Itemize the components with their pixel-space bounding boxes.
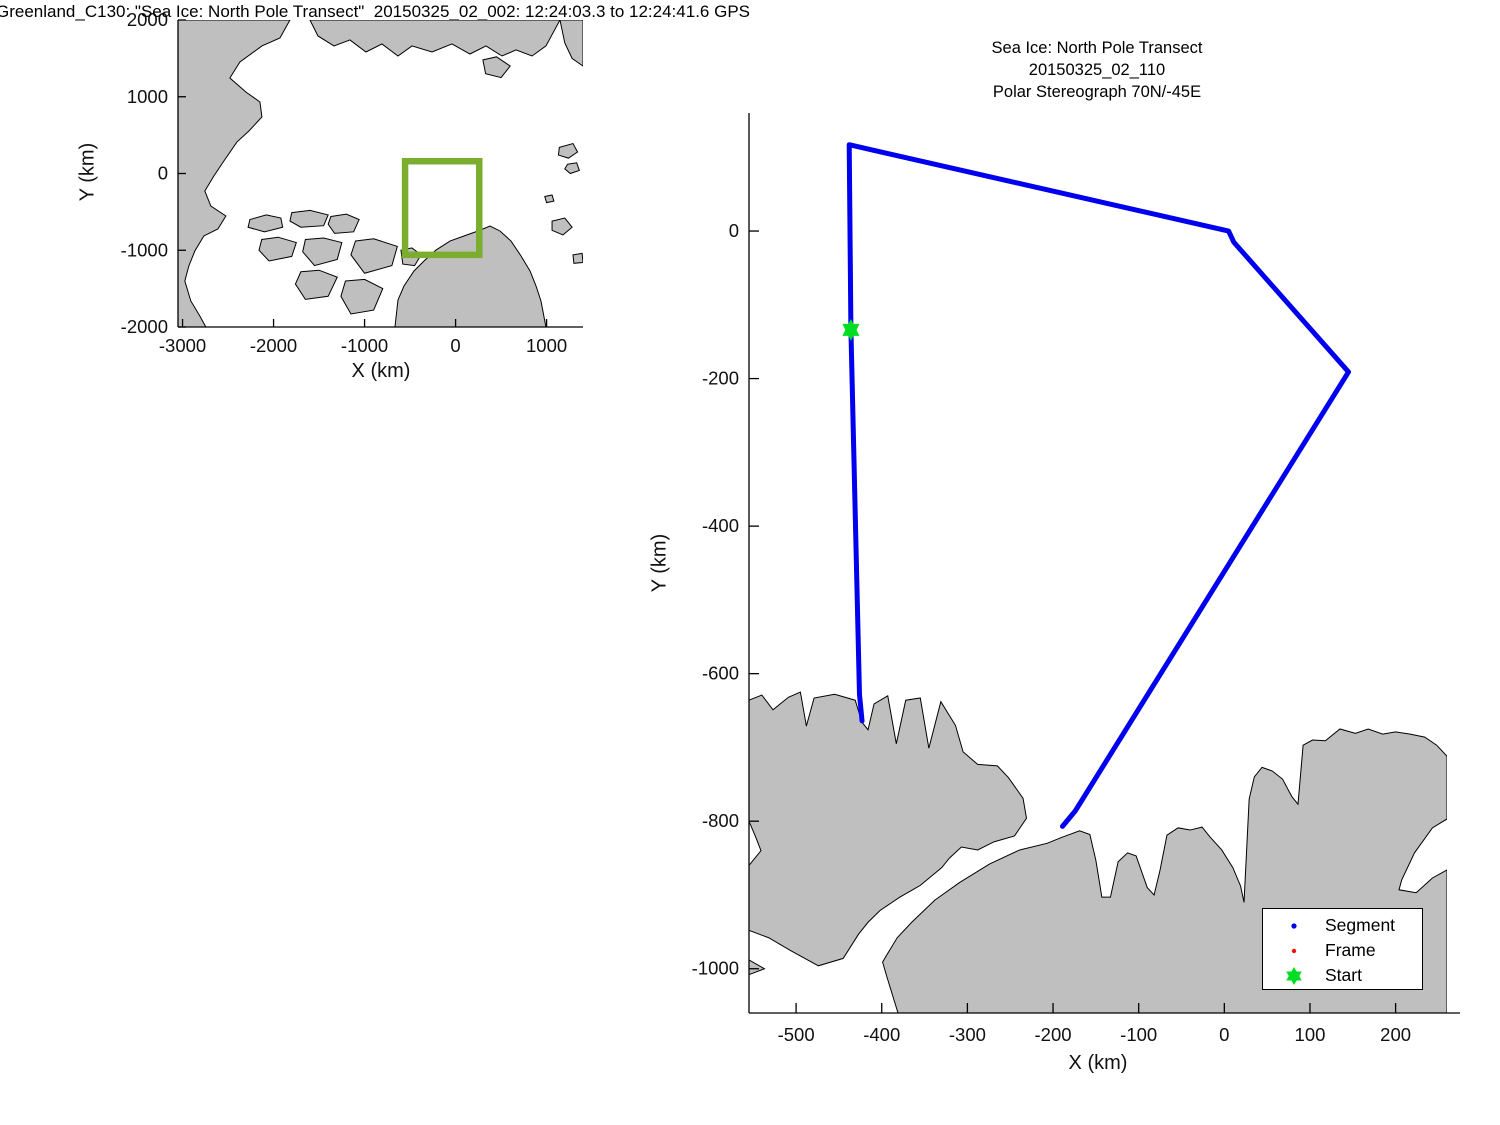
detail-xlabel: X (km) (1068, 1052, 1128, 1074)
figure-title: Greenland_C130: "Sea Ice: North Pole Tra… (0, 2, 750, 21)
y-tick-label: -800 (702, 810, 739, 831)
x-tick-label: -3000 (159, 335, 206, 356)
x-tick-label: -200 (1035, 1024, 1072, 1045)
overview-map-area (178, 20, 583, 327)
coastline-landmass (294, 269, 338, 300)
detail-title-line2: 20150325_02_110 (1028, 61, 1166, 79)
coastline-landmass (302, 237, 343, 267)
coastline-landmass (258, 236, 297, 262)
overview-xlabel: X (km) (351, 360, 411, 382)
coastline-landmass (247, 214, 284, 233)
coastline-landmass (564, 162, 581, 175)
coastline-landmass (340, 278, 384, 315)
legend-box: Segment Frame Start (1262, 908, 1423, 990)
y-tick-label: -2000 (121, 316, 168, 337)
y-tick-label: 1000 (127, 86, 168, 107)
legend-row-frame: Frame (1263, 938, 1422, 963)
coastline-landmass (544, 194, 555, 204)
legend-row-start: Start (1263, 963, 1422, 988)
coastline-landmass (178, 20, 291, 327)
coastline-landmass (327, 213, 360, 234)
coastline-landmass (394, 225, 547, 327)
x-tick-label: -300 (949, 1024, 986, 1045)
y-tick-label: 0 (158, 163, 168, 184)
y-tick-label: -400 (702, 515, 739, 536)
frame-dot-icon (1263, 946, 1325, 956)
y-tick-label: -600 (702, 663, 739, 684)
x-tick-label: 0 (450, 335, 460, 356)
coastline-landmass (309, 20, 561, 57)
y-tick-label: 0 (729, 220, 739, 241)
detail-ylabel: Y (km) (648, 533, 671, 593)
start-marker-icon (842, 323, 860, 341)
y-tick-label: -1000 (121, 239, 168, 260)
legend-row-segment: Segment (1263, 913, 1422, 938)
x-tick-label: 200 (1380, 1024, 1411, 1045)
overview-ylabel: Y (km) (76, 142, 99, 202)
x-tick-label: -400 (863, 1024, 900, 1045)
coastline-landmass (749, 691, 1028, 967)
segment-dot-icon (1263, 921, 1325, 931)
x-tick-label: -100 (1120, 1024, 1157, 1045)
coastline-landmass (572, 252, 583, 264)
x-tick-label: 100 (1295, 1024, 1326, 1045)
x-tick-label: -1000 (341, 335, 388, 356)
coastline-landmass (749, 959, 766, 976)
y-tick-label: -200 (702, 368, 739, 389)
detail-title-line1: Sea Ice: North Pole Transect (991, 39, 1203, 57)
x-tick-label: -500 (778, 1024, 815, 1045)
y-tick-label: -1000 (692, 958, 739, 979)
legend-label-frame: Frame (1325, 940, 1376, 960)
x-tick-label: 1000 (526, 335, 567, 356)
detail-track-axes: -500 -400 -300 -200 -100 0 100 200-1000-800-600… (692, 113, 1460, 1045)
coastline-landmass (557, 142, 579, 159)
y-tick-label: 2000 (127, 9, 168, 30)
x-tick-label: -2000 (250, 335, 297, 356)
coastline-landmass (551, 217, 573, 236)
view-extent-rect (401, 157, 483, 259)
detail-plot-title: Sea Ice: North Pole Transect 20150325_02… (897, 37, 1297, 103)
detail-track-area (749, 142, 1447, 1013)
x-tick-label: 0 (1219, 1024, 1229, 1045)
flight-track-segment (846, 142, 1352, 829)
legend-label-start: Start (1325, 965, 1362, 985)
coastline-landmass (289, 209, 329, 228)
legend-label-segment: Segment (1325, 915, 1396, 935)
coastline-landmass (482, 56, 511, 79)
coastline-landmass (350, 238, 398, 274)
start-hexagram-icon (1263, 965, 1325, 987)
detail-title-line3: Polar Stereograph 70N/-45E (992, 83, 1202, 101)
coastline-landmass (559, 20, 583, 67)
